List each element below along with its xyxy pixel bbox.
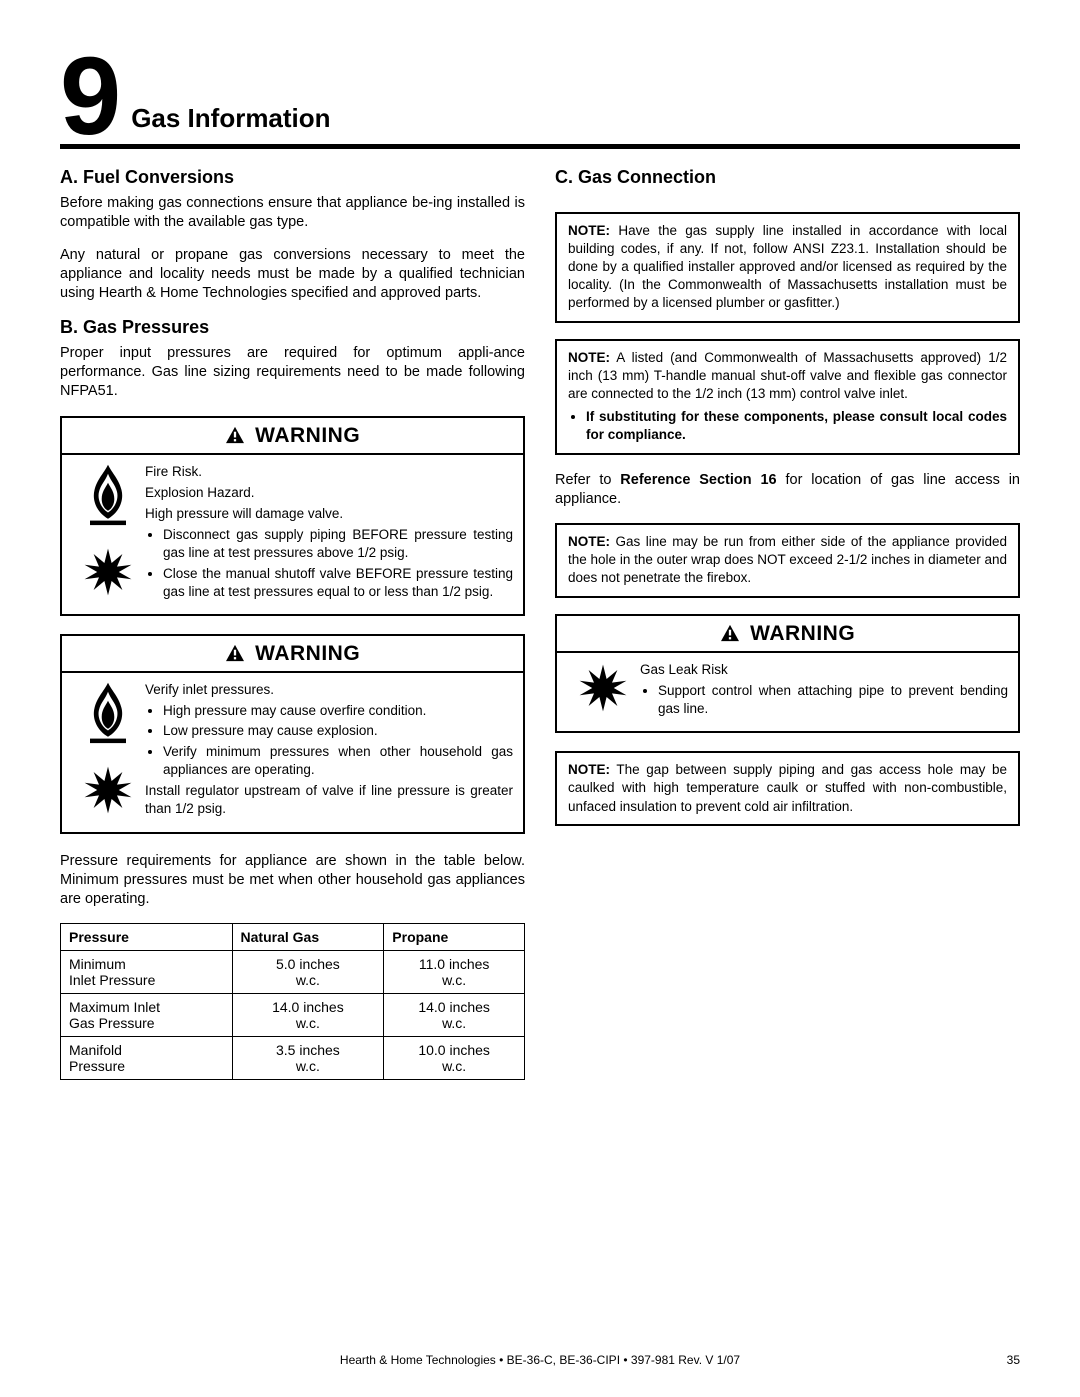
cell-label: MinimumInlet Pressure xyxy=(61,950,233,993)
th-natural-gas: Natural Gas xyxy=(232,923,384,950)
warn3-bullet1: Support control when attaching pipe to p… xyxy=(658,682,1008,718)
explosion-icon xyxy=(576,661,630,715)
page-footer: Hearth & Home Technologies • BE-36-C, BE… xyxy=(60,1353,1020,1367)
warn1-line3: High pressure will damage valve. xyxy=(145,505,513,523)
warning-triangle-icon xyxy=(225,644,245,662)
reference-para: Refer to Reference Section 16 for locati… xyxy=(555,471,1020,509)
left-column: A. Fuel Conversions Before making gas co… xyxy=(60,167,525,1096)
warning-box-1: WARNING Fire Risk. Explosion Hazard. Hig… xyxy=(60,416,525,617)
section-a-p2: Any natural or propane gas conversions n… xyxy=(60,246,525,303)
cell-lp: 11.0 inchesw.c. xyxy=(384,950,525,993)
table-row: ManifoldPressure 3.5 inchesw.c. 10.0 inc… xyxy=(61,1036,525,1079)
table-row: MinimumInlet Pressure 5.0 inchesw.c. 11.… xyxy=(61,950,525,993)
th-propane: Propane xyxy=(384,923,525,950)
warning-1-icons xyxy=(70,463,145,605)
note3-text: Gas line may be run from either side of … xyxy=(568,534,1007,585)
warning-triangle-icon xyxy=(225,426,245,444)
cell-ng: 3.5 inchesw.c. xyxy=(232,1036,384,1079)
warning-1-title: WARNING xyxy=(255,424,360,447)
warn2-bullet2: Low pressure may cause explosion. xyxy=(163,722,513,740)
warn3-line1: Gas Leak Risk xyxy=(640,661,1008,679)
note2-text: A listed (and Commonwealth of Massachuse… xyxy=(568,350,1007,401)
warn2-bullet1: High pressure may cause overﬁre conditio… xyxy=(163,702,513,720)
note-label: NOTE: xyxy=(568,762,610,777)
flame-icon xyxy=(80,463,136,535)
table-intro: Pressure requirements for appliance are … xyxy=(60,852,525,909)
ref-a: Refer to xyxy=(555,472,620,488)
chapter-header: 9 Gas Information xyxy=(60,50,1020,149)
footer-center: Hearth & Home Technologies • BE-36-C, BE… xyxy=(100,1353,980,1367)
warning-2-icons xyxy=(70,681,145,822)
warning-2-content: Verify inlet pressures. High pressure ma… xyxy=(145,681,513,822)
note-label: NOTE: xyxy=(568,534,610,549)
warning-1-header: WARNING xyxy=(62,418,523,455)
warn1-bullet1: Disconnect gas supply piping BEFORE pres… xyxy=(163,526,513,562)
right-column: C. Gas Connection NOTE: Have the gas sup… xyxy=(555,167,1020,1096)
warning-3-content: Gas Leak Risk Support control when attac… xyxy=(640,661,1008,722)
section-a-p1: Before making gas connections ensure tha… xyxy=(60,194,525,232)
warn2-line2: Install regulator upstream of valve if l… xyxy=(145,782,513,818)
warn1-bullet2: Close the manual shutoff valve BEFORE pr… xyxy=(163,565,513,601)
cell-label: ManifoldPressure xyxy=(61,1036,233,1079)
warning-1-content: Fire Risk. Explosion Hazard. High pressu… xyxy=(145,463,513,605)
section-a-heading: A. Fuel Conversions xyxy=(60,167,525,188)
warn1-line2: Explosion Hazard. xyxy=(145,484,513,502)
note-label: NOTE: xyxy=(568,223,610,238)
th-pressure: Pressure xyxy=(61,923,233,950)
table-row: Maximum InletGas Pressure 14.0 inchesw.c… xyxy=(61,993,525,1036)
warning-triangle-icon xyxy=(720,624,740,642)
warning-3-icons xyxy=(565,661,640,722)
warning-2-title: WARNING xyxy=(255,642,360,665)
warning-box-3: WARNING Gas Leak Risk Support control wh… xyxy=(555,614,1020,734)
section-b-p1: Proper input pressures are required for … xyxy=(60,344,525,401)
warn2-line1: Verify inlet pressures. xyxy=(145,681,513,699)
explosion-icon xyxy=(81,763,135,817)
cell-ng: 14.0 inchesw.c. xyxy=(232,993,384,1036)
flame-icon xyxy=(80,681,136,753)
note4-text: The gap between supply piping and gas ac… xyxy=(568,762,1007,813)
warn1-line1: Fire Risk. xyxy=(145,463,513,481)
warning-3-header: WARNING xyxy=(557,616,1018,653)
cell-label: Maximum InletGas Pressure xyxy=(61,993,233,1036)
note-label: NOTE: xyxy=(568,350,610,365)
chapter-number: 9 xyxy=(60,50,119,144)
cell-lp: 10.0 inchesw.c. xyxy=(384,1036,525,1079)
ref-b: Reference Section 16 xyxy=(620,472,776,488)
note-box-1: NOTE: Have the gas supply line installed… xyxy=(555,212,1020,323)
warn2-bullet3: Verify minimum pressures when other hous… xyxy=(163,743,513,779)
note2-bullet: If substituting for these components, pl… xyxy=(586,408,1007,444)
explosion-icon xyxy=(81,545,135,599)
warning-3-title: WARNING xyxy=(750,622,855,645)
warning-box-2: WARNING Verify inlet pressures. High pre… xyxy=(60,634,525,834)
chapter-title: Gas Information xyxy=(131,103,330,144)
pressure-table: Pressure Natural Gas Propane MinimumInle… xyxy=(60,923,525,1080)
section-c-heading: C. Gas Connection xyxy=(555,167,1020,188)
content-columns: A. Fuel Conversions Before making gas co… xyxy=(60,167,1020,1096)
cell-lp: 14.0 inchesw.c. xyxy=(384,993,525,1036)
note-box-2: NOTE: A listed (and Commonwealth of Mass… xyxy=(555,339,1020,455)
note-box-3: NOTE: Gas line may be run from either si… xyxy=(555,523,1020,598)
warning-2-header: WARNING xyxy=(62,636,523,673)
note-box-4: NOTE: The gap between supply piping and … xyxy=(555,751,1020,826)
cell-ng: 5.0 inchesw.c. xyxy=(232,950,384,993)
section-b-heading: B. Gas Pressures xyxy=(60,317,525,338)
note1-text: Have the gas supply line installed in ac… xyxy=(568,223,1007,311)
footer-page: 35 xyxy=(980,1353,1020,1367)
